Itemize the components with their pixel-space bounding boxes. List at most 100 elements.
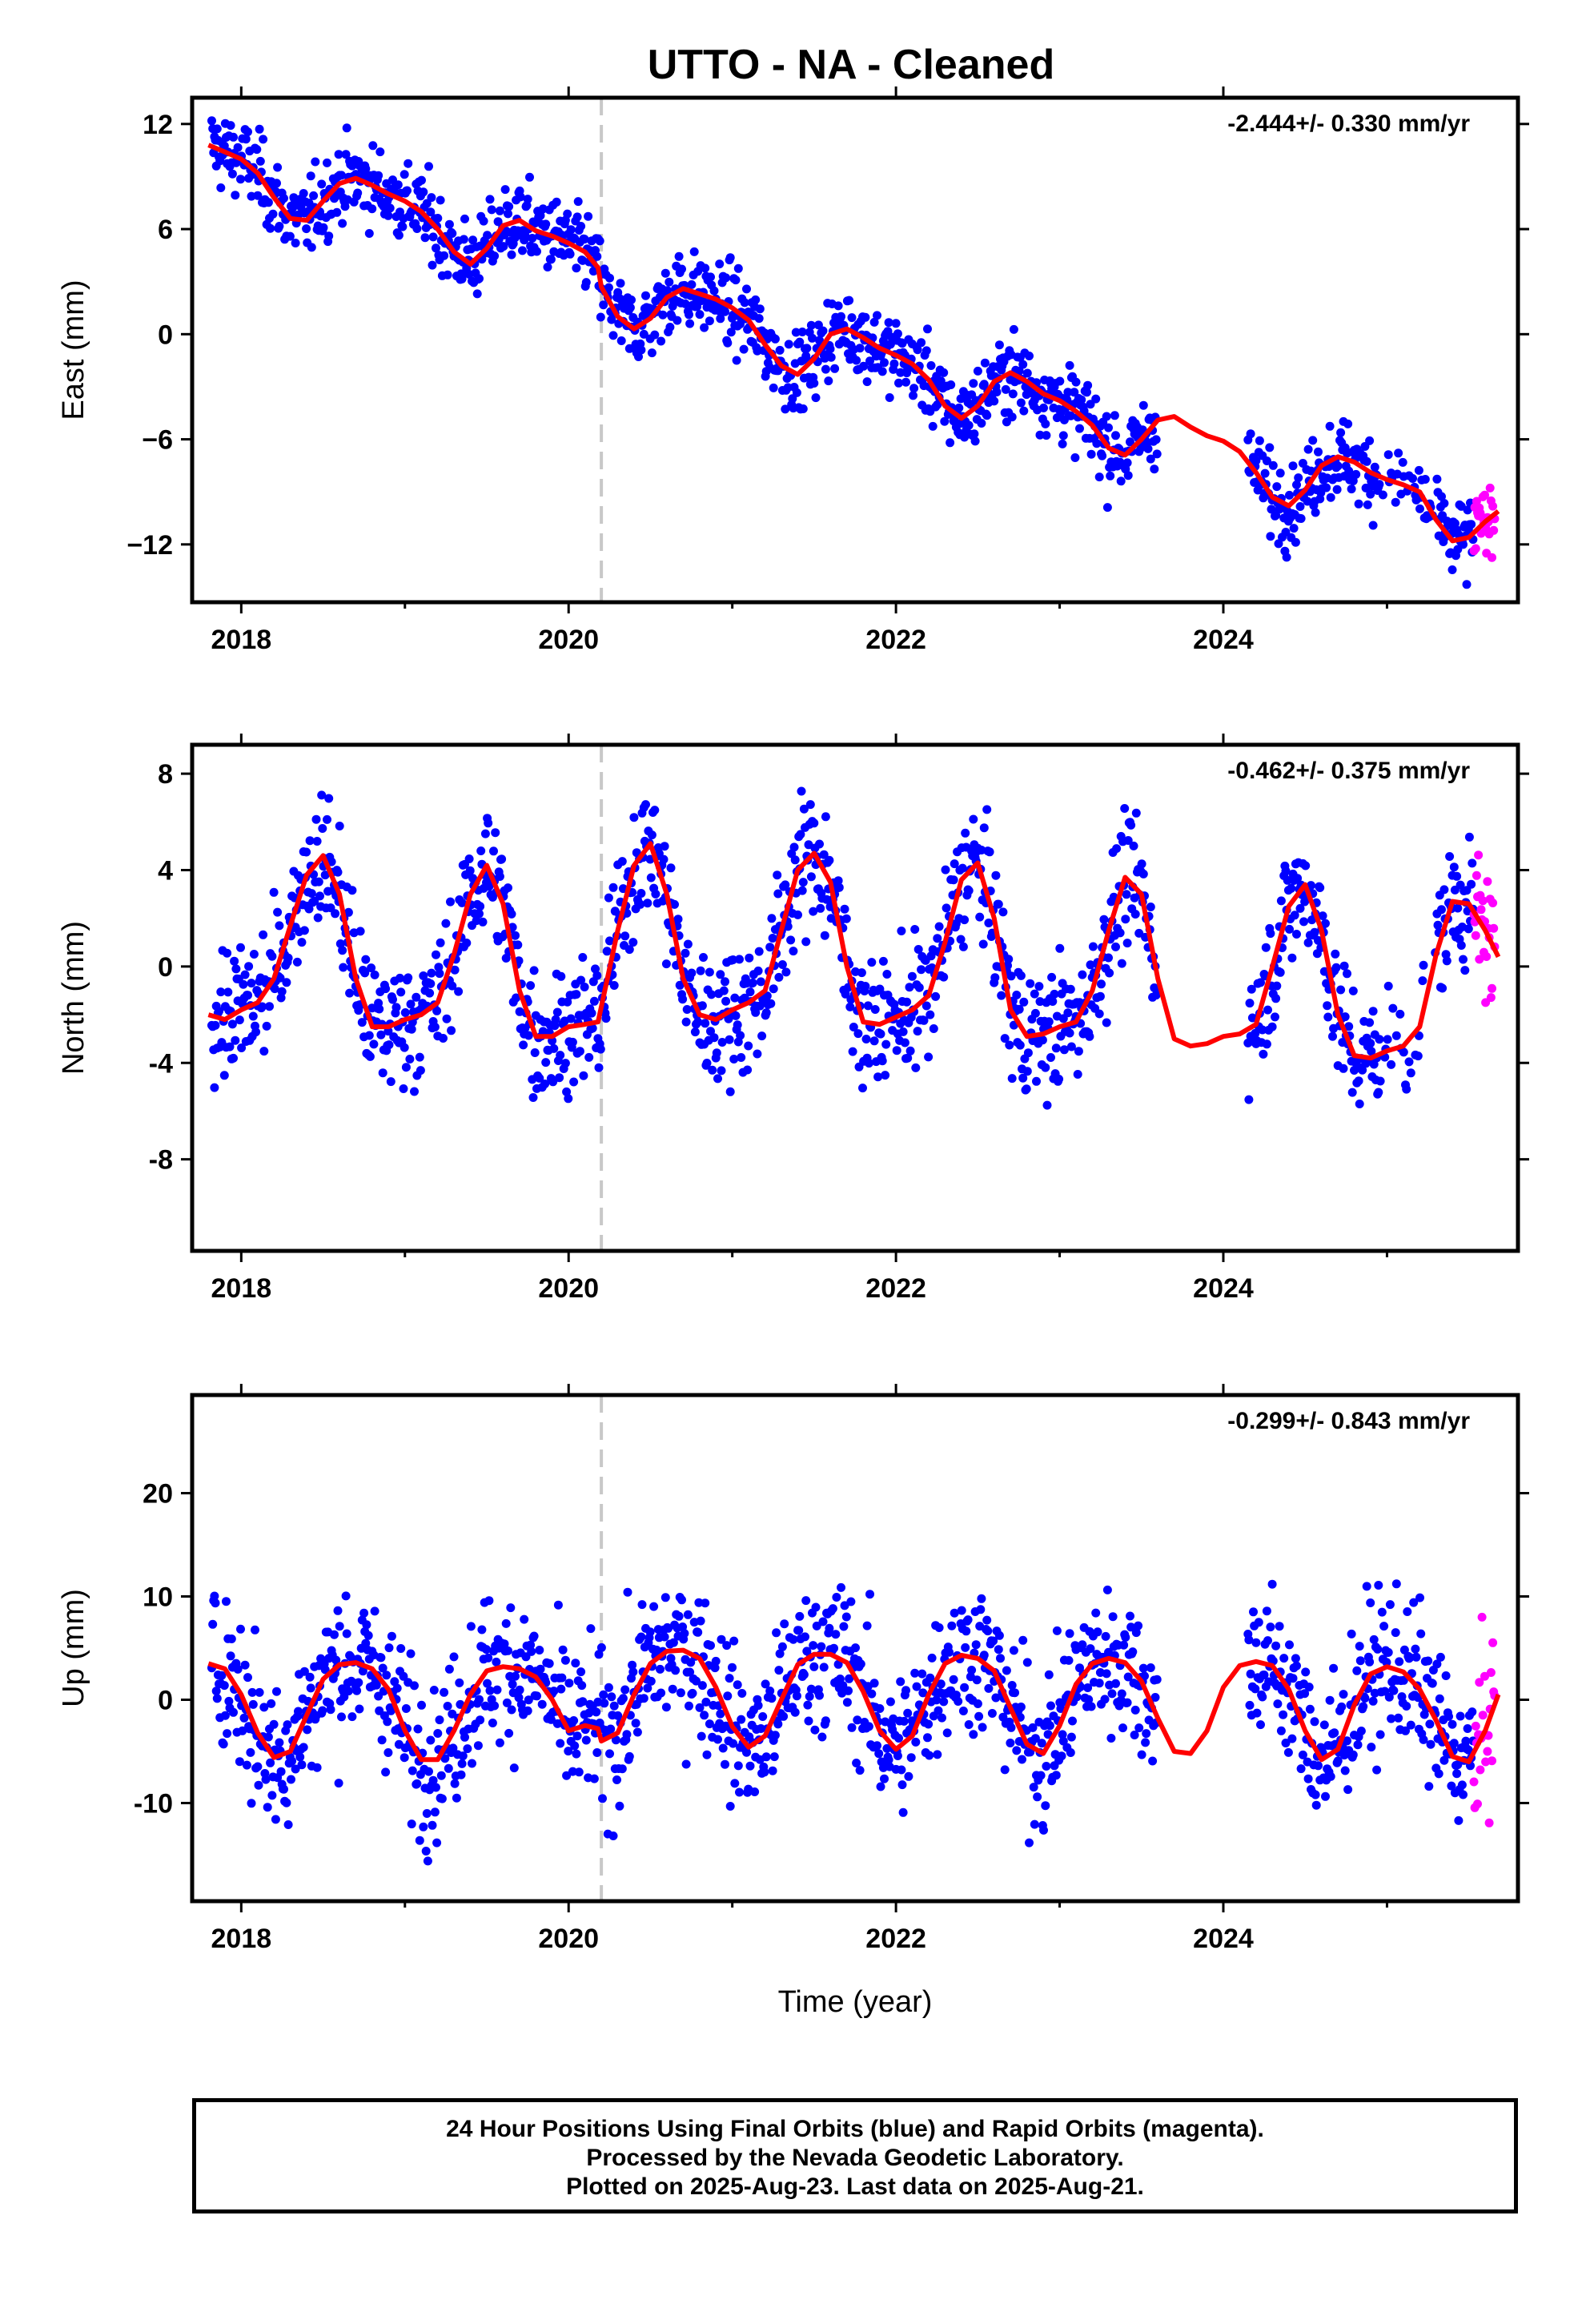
final-orbit-point bbox=[1375, 1035, 1384, 1044]
x-tick-label: 2020 bbox=[538, 625, 599, 655]
final-orbit-point bbox=[622, 1730, 632, 1739]
final-orbit-point bbox=[401, 1063, 411, 1072]
final-orbit-point bbox=[226, 121, 235, 131]
final-orbit-point bbox=[1078, 1640, 1087, 1650]
final-orbit-point bbox=[564, 1679, 574, 1688]
final-orbit-point bbox=[809, 818, 819, 828]
final-orbit-point bbox=[658, 310, 668, 320]
final-orbit-point bbox=[1057, 1751, 1066, 1761]
final-orbit-point bbox=[224, 1696, 234, 1706]
rapid-orbit-point bbox=[1488, 1638, 1498, 1647]
final-orbit-point bbox=[606, 1724, 616, 1734]
final-orbit-point bbox=[1123, 836, 1133, 845]
final-orbit-point bbox=[1026, 979, 1035, 988]
final-orbit-point bbox=[605, 1749, 614, 1759]
final-orbit-point bbox=[1274, 539, 1283, 549]
final-orbit-point bbox=[1447, 1719, 1457, 1729]
final-orbit-point bbox=[266, 1758, 275, 1767]
final-orbit-point bbox=[334, 1779, 343, 1788]
final-orbit-point bbox=[695, 310, 705, 320]
final-orbit-point bbox=[777, 1642, 787, 1651]
x-tick-label: 2022 bbox=[865, 625, 926, 655]
final-orbit-point bbox=[1093, 1627, 1102, 1637]
final-orbit-point bbox=[210, 1591, 219, 1601]
final-orbit-point bbox=[410, 1681, 419, 1691]
final-orbit-point bbox=[263, 1803, 272, 1812]
final-orbit-point bbox=[994, 340, 1004, 350]
final-orbit-point bbox=[880, 1774, 889, 1783]
final-orbit-point bbox=[1001, 384, 1010, 394]
final-orbit-point bbox=[1415, 504, 1424, 513]
final-orbit-point bbox=[287, 1756, 297, 1766]
final-orbit-point bbox=[773, 1719, 783, 1729]
final-orbit-point bbox=[444, 1763, 453, 1773]
final-orbit-point bbox=[609, 981, 619, 990]
final-orbit-point bbox=[833, 301, 843, 311]
final-orbit-point bbox=[275, 222, 284, 231]
final-orbit-point bbox=[873, 1741, 881, 1751]
final-orbit-point bbox=[780, 1619, 789, 1629]
final-orbit-point bbox=[709, 286, 719, 296]
final-orbit-point bbox=[484, 1653, 493, 1663]
final-orbit-point bbox=[877, 1056, 887, 1066]
final-orbit-point bbox=[227, 1634, 236, 1643]
final-orbit-point bbox=[896, 368, 905, 377]
final-orbit-point bbox=[377, 1735, 387, 1745]
final-orbit-point bbox=[695, 1703, 705, 1712]
final-orbit-point bbox=[991, 870, 1001, 880]
final-orbit-point bbox=[950, 1608, 959, 1618]
final-orbit-point bbox=[1256, 978, 1265, 987]
final-orbit-point bbox=[977, 419, 986, 428]
final-orbit-point bbox=[1079, 406, 1089, 416]
final-orbit-point bbox=[401, 1704, 411, 1713]
final-orbit-point bbox=[1084, 1695, 1094, 1704]
final-orbit-point bbox=[476, 846, 486, 855]
y-tick-label: 12 bbox=[143, 110, 173, 140]
final-orbit-point bbox=[631, 1719, 640, 1728]
final-orbit-point bbox=[1434, 1769, 1443, 1779]
final-orbit-point bbox=[683, 939, 693, 949]
final-orbit-point bbox=[210, 1083, 219, 1092]
final-orbit-point bbox=[432, 243, 440, 253]
final-orbit-point bbox=[1083, 1683, 1093, 1692]
final-orbit-point bbox=[601, 1014, 611, 1023]
final-orbit-point bbox=[697, 1681, 707, 1691]
final-orbit-point bbox=[428, 260, 437, 270]
final-orbit-point bbox=[1347, 1629, 1356, 1638]
rapid-orbit-point bbox=[1480, 490, 1489, 500]
final-orbit-point bbox=[1005, 1040, 1014, 1050]
final-orbit-point bbox=[412, 1779, 422, 1788]
final-orbit-point bbox=[426, 1735, 436, 1745]
final-orbit-point bbox=[882, 970, 892, 979]
final-orbit-point bbox=[333, 1606, 343, 1615]
final-orbit-point bbox=[219, 1681, 229, 1691]
final-orbit-point bbox=[283, 1820, 293, 1829]
final-orbit-point bbox=[1339, 961, 1349, 971]
final-orbit-point bbox=[363, 1630, 373, 1640]
final-orbit-point bbox=[805, 1691, 814, 1701]
final-orbit-point bbox=[312, 1763, 322, 1772]
final-orbit-point bbox=[639, 329, 648, 339]
final-orbit-point bbox=[964, 886, 974, 895]
final-orbit-point bbox=[1287, 883, 1296, 893]
final-orbit-point bbox=[1116, 476, 1126, 486]
final-orbit-point bbox=[365, 1051, 375, 1061]
footer-line-2: Processed by the Nevada Geodetic Laborat… bbox=[586, 2145, 1124, 2171]
final-orbit-point bbox=[1391, 1628, 1400, 1638]
final-orbit-point bbox=[1314, 447, 1323, 456]
east-model-curve bbox=[207, 143, 1500, 544]
final-orbit-point bbox=[1456, 941, 1466, 950]
final-orbit-point bbox=[960, 915, 970, 925]
final-orbit-point bbox=[979, 1651, 989, 1660]
final-orbit-point bbox=[1137, 859, 1146, 869]
final-orbit-point bbox=[573, 197, 583, 207]
final-orbit-point bbox=[1275, 468, 1285, 478]
final-orbit-point bbox=[1150, 464, 1159, 474]
final-orbit-point bbox=[692, 1676, 701, 1686]
final-orbit-point bbox=[320, 870, 330, 880]
final-orbit-point bbox=[1022, 1658, 1032, 1667]
final-orbit-point bbox=[1375, 1076, 1385, 1086]
final-orbit-point bbox=[976, 1605, 986, 1614]
final-orbit-point bbox=[484, 818, 493, 828]
